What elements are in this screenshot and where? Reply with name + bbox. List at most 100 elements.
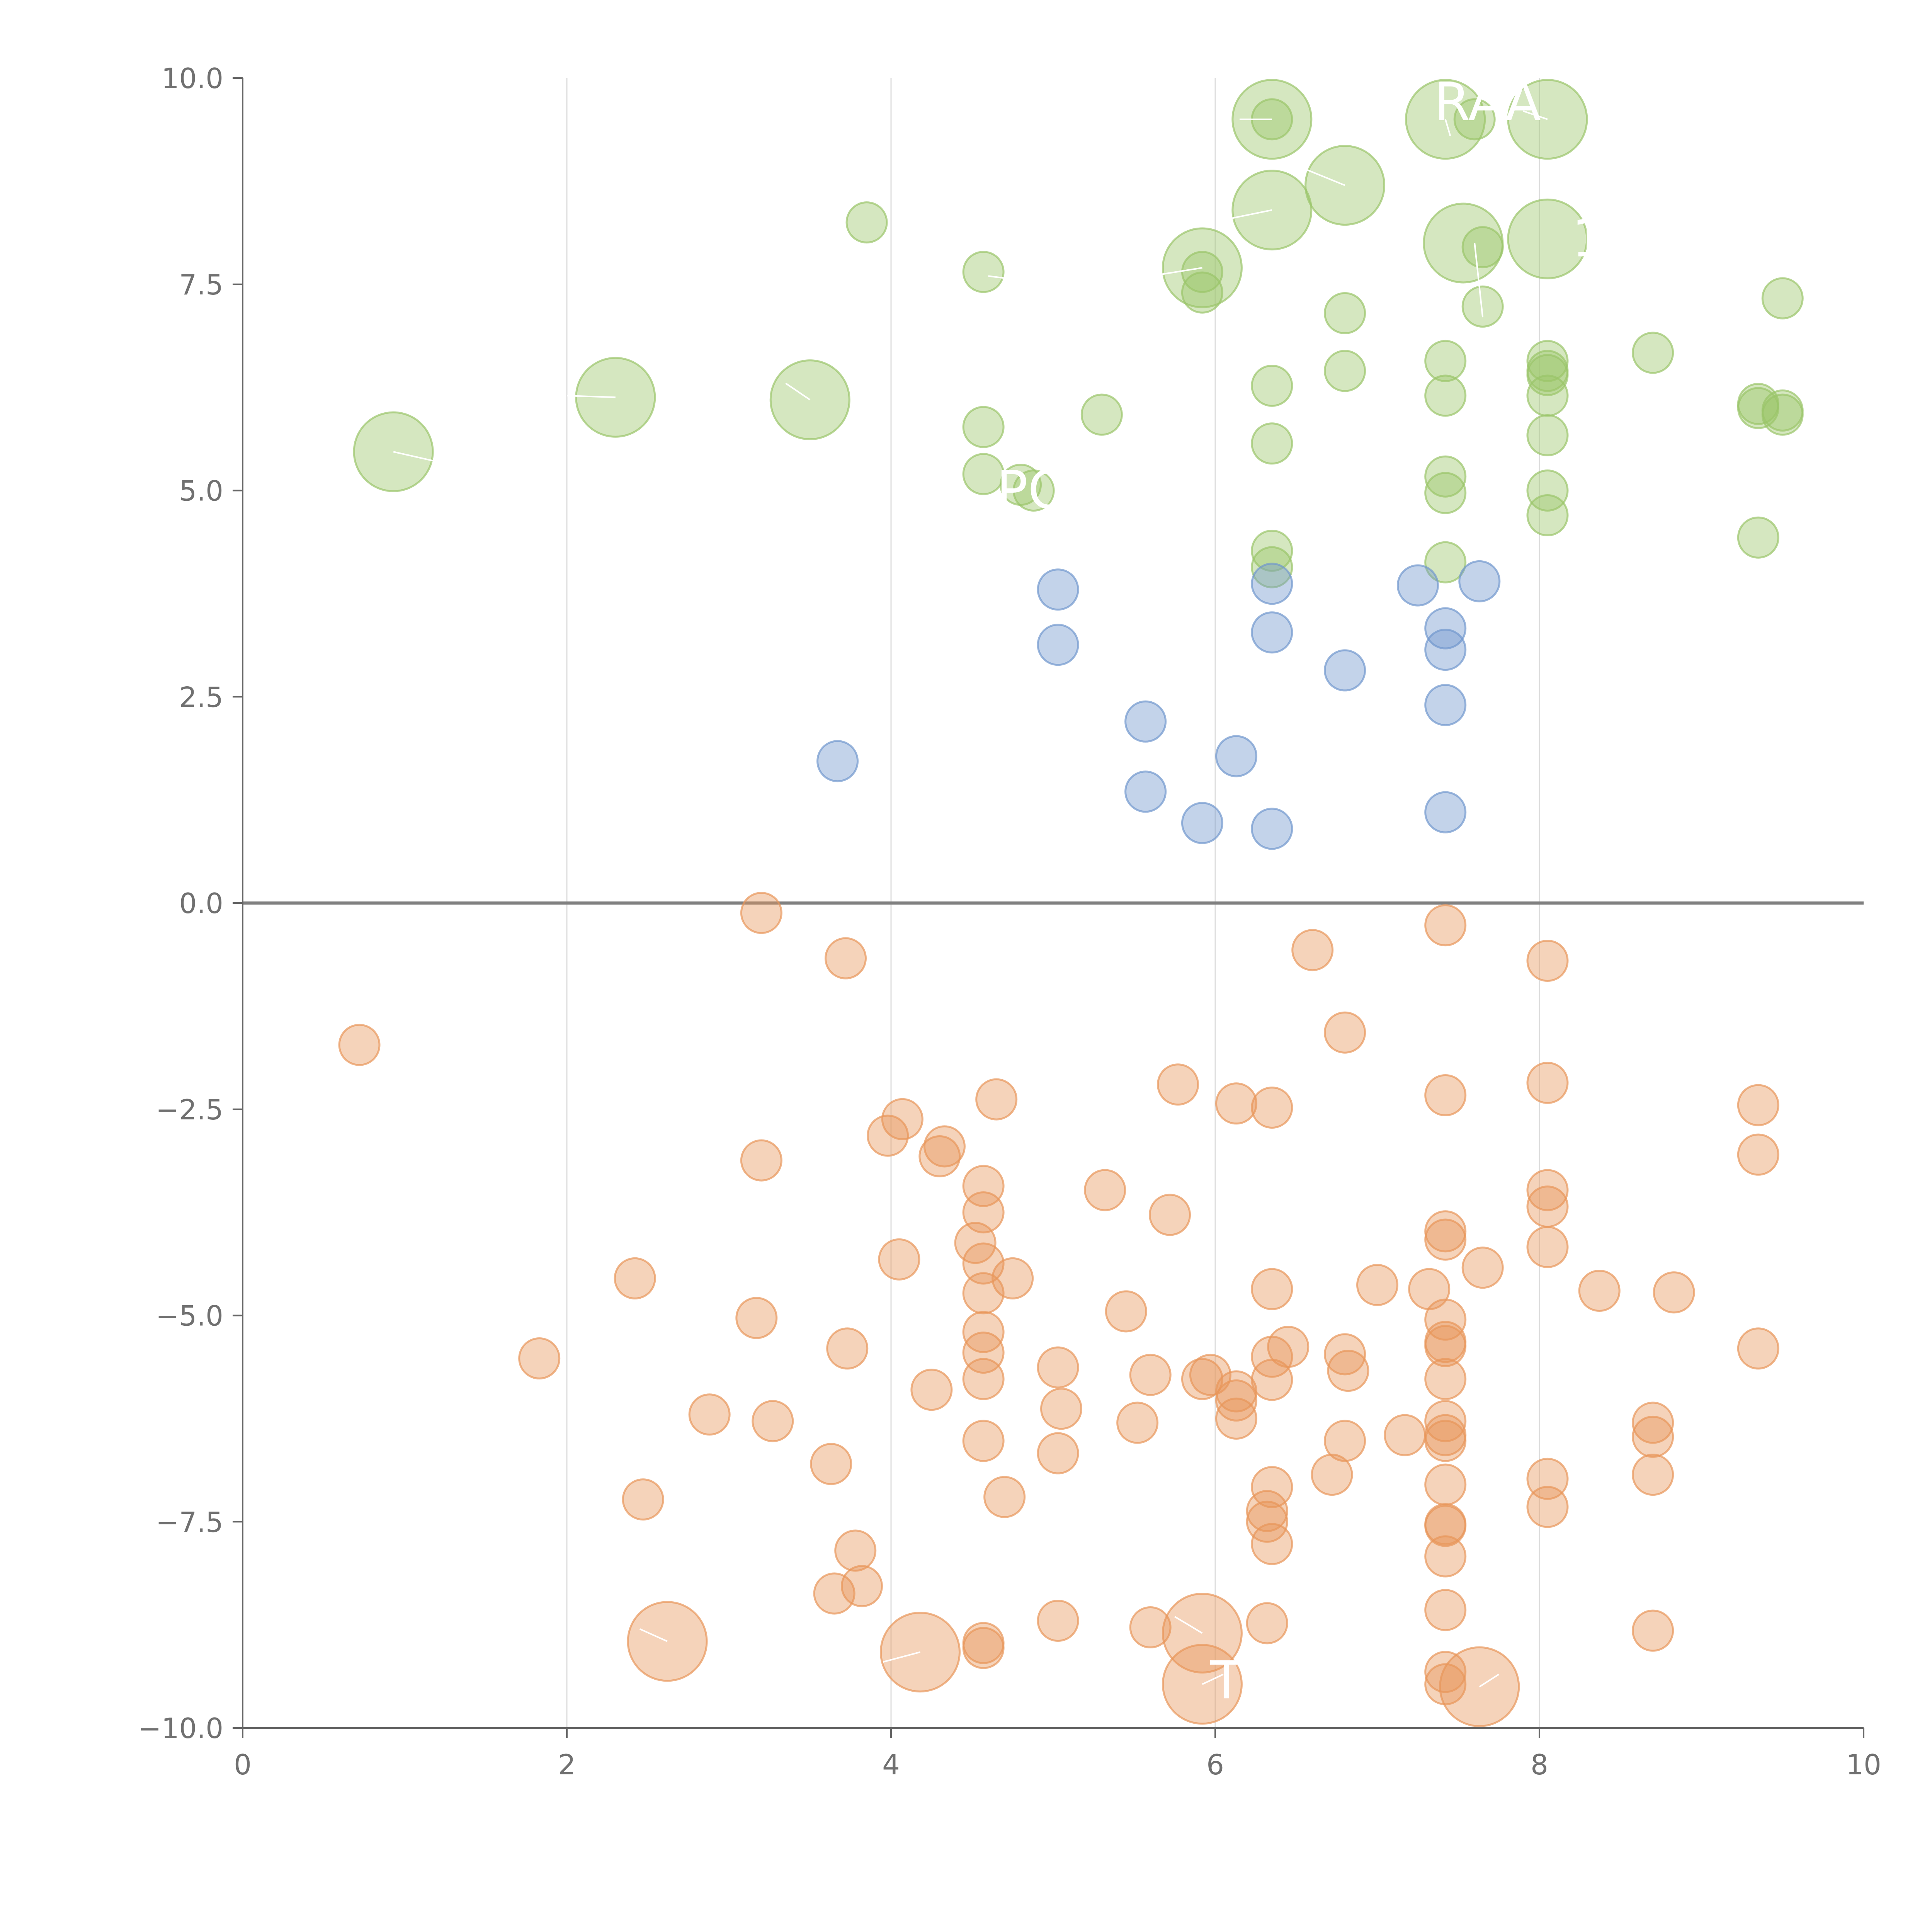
data-point-blue [1181,802,1223,844]
annotation-leader [988,275,1021,281]
data-point-orange [1632,1415,1674,1458]
data-point-orange [1424,1325,1467,1367]
data-point-green [1251,529,1293,572]
data-point-orange [614,1257,656,1299]
data-point-orange [735,1297,778,1339]
data-point-orange [1327,1350,1369,1392]
x-tick-label: 0 [234,1748,252,1781]
data-point-orange [1215,1379,1258,1422]
annotation-leader [639,1628,668,1642]
annotation-leader [1231,209,1272,219]
x-tick-label: 10 [1846,1748,1881,1781]
data-point-green [1526,374,1569,417]
data-point-blue [1124,770,1167,813]
data-point-orange [1246,1602,1288,1645]
data-point-orange [1157,1063,1199,1106]
data-point-orange [1037,1346,1079,1389]
data-point-orange [1653,1271,1695,1314]
annotation-leader [1474,243,1484,318]
annotations: RAA 1 PO T [393,72,1605,1711]
data-point-orange [813,1572,855,1615]
data-point-orange [1632,1401,1674,1444]
annotation-leader [1479,1673,1500,1687]
data-point-orange [983,1476,1026,1518]
data-point-green [1453,98,1496,141]
data-point-blue [1215,735,1258,777]
data-point-blue [1324,649,1366,692]
data-point-orange [1384,1414,1426,1456]
data-point-orange [810,1443,852,1485]
data-point-orange [1291,929,1334,971]
data-point-blue [1424,791,1467,833]
x-tick-label: 4 [882,1748,900,1781]
data-point-green [1424,340,1467,382]
data-point-green [1761,393,1804,436]
data-point-orange [1737,1084,1779,1126]
data-point-green [1251,422,1293,465]
y-tick-label: 10.0 [162,62,223,95]
data-point-orange [1424,1218,1467,1261]
data-point-orange [1251,1523,1293,1565]
annotation-leader [785,383,811,401]
data-point-blue [1424,607,1467,650]
data-point-orange [1149,1194,1191,1236]
data-point-green [1526,414,1569,456]
data-point-green [845,201,888,244]
annotation-leader [1523,110,1548,120]
data-point-orange [840,1565,883,1607]
annotation-label: 1 [1572,208,1605,269]
data-point-orange [1424,1505,1467,1547]
annotation-leader [883,1651,921,1663]
data-point-orange [1215,1397,1258,1440]
data-point-green [1737,516,1779,559]
data-point-green [1737,387,1779,429]
annotation-leader [566,395,616,398]
data-point-orange [1246,1490,1288,1532]
data-point-orange [1181,1358,1223,1400]
y-tick-label: −5.0 [156,1300,223,1332]
data-point-green [1507,198,1588,279]
data-point-blue [1037,568,1079,611]
data-point-orange [1424,1420,1467,1462]
data-point-orange [338,1024,381,1066]
data-point-orange [1424,1074,1467,1116]
data-point-orange [1037,1432,1079,1475]
data-point-green [1324,350,1366,392]
data-point-green [1324,292,1366,334]
data-point-orange [1632,1609,1674,1652]
data-point-orange [1526,1061,1569,1104]
y-tick-label: 7.5 [179,269,223,301]
data-point-orange [825,937,867,980]
data-point-green [1181,271,1223,314]
data-point-orange [878,1238,920,1281]
data-point-blue [1424,629,1467,671]
data-point-orange [1105,1290,1147,1333]
data-point-orange [1129,1354,1172,1396]
data-point-orange [1632,1454,1674,1496]
data-point-green [1461,226,1504,269]
data-point-orange [1189,1354,1231,1396]
data-point-orange [962,1358,1005,1400]
y-tick-label: −2.5 [156,1094,223,1126]
data-point-green [1526,494,1569,537]
data-point-orange [1129,1606,1172,1649]
data-point-green [1012,469,1055,512]
data-point-green [1761,277,1804,320]
annotation-leader [1202,1673,1224,1685]
data-point-orange [518,1337,561,1380]
data-point-blue [1037,624,1079,666]
data-point-green [1251,546,1293,588]
data-point-orange [740,892,782,934]
axes: 0 2 4 6 8 10 −10.0 −7.5 −5.0 −2.5 0.0 2.5 5.0 7.5 10.0 [138,62,1881,1781]
annotation-label: PO [997,460,1069,520]
data-point-orange [1251,1359,1293,1401]
data-point-orange [1737,1133,1779,1176]
data-point-orange [834,1529,877,1572]
data-point-orange [688,1393,731,1436]
data-point-orange [962,1420,1005,1462]
data-point-orange [1526,1169,1569,1211]
data-point-orange [1251,1335,1293,1378]
data-point-orange [1461,1247,1504,1289]
data-point-orange [1424,904,1467,947]
